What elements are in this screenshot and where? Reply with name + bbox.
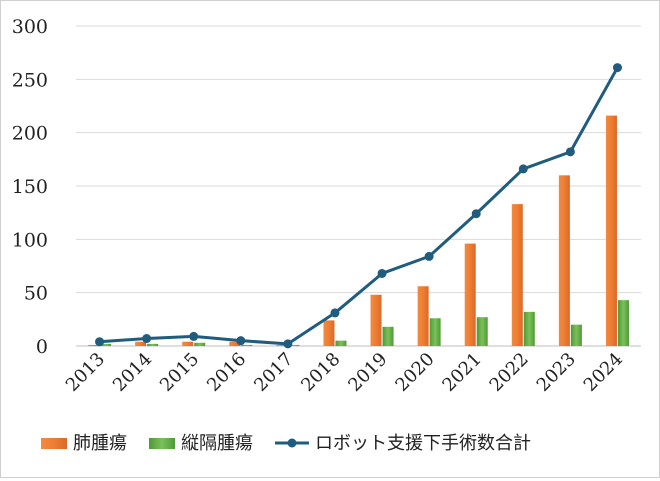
- legend-label: ロボット支援下手術数合計: [315, 433, 531, 454]
- bar-mediastinal-tumor: [523, 311, 535, 346]
- legend-label: 肺腫瘍: [73, 433, 127, 454]
- bar-mediastinal-tumor: [241, 344, 253, 346]
- bar-mediastinal-tumor: [429, 318, 441, 346]
- total-point: [612, 63, 622, 73]
- x-tick-label: 2023: [533, 349, 580, 396]
- legend: 肺腫瘍 縦隔腫瘍 ロボット支援下手術数合計: [41, 433, 531, 454]
- total-point: [236, 336, 246, 346]
- bar-lung-tumor: [88, 344, 100, 346]
- total-point: [189, 331, 199, 341]
- legend-swatch: [41, 438, 67, 449]
- x-tick-label: 2015: [156, 349, 203, 396]
- x-tick-label: 2024: [580, 349, 627, 396]
- bar-mediastinal-tumor: [288, 344, 300, 346]
- bar-lung-tumor: [323, 320, 335, 346]
- total-point: [565, 147, 575, 157]
- total-point: [95, 337, 105, 347]
- line-series: [95, 63, 622, 349]
- total-line: [99, 66, 619, 346]
- y-tick-label: 50: [24, 283, 48, 305]
- y-tick-label: 100: [12, 229, 48, 251]
- x-tick-label: 2020: [391, 349, 438, 396]
- y-tick-label: 0: [36, 336, 48, 358]
- total-point: [330, 308, 340, 318]
- x-tick-label: 2018: [297, 349, 344, 396]
- y-tick-label: 200: [12, 123, 48, 145]
- x-tick-label: 2014: [109, 349, 156, 396]
- bar-mediastinal-tumor: [617, 300, 629, 346]
- x-tick-label: 2016: [203, 349, 250, 396]
- bar-lung-tumor: [511, 204, 523, 346]
- total-point: [377, 268, 387, 278]
- legend-marker: [287, 438, 297, 448]
- x-tick-label: 2019: [344, 349, 391, 396]
- bar-lung-tumor: [182, 341, 194, 346]
- bar-mediastinal-tumor: [382, 326, 394, 346]
- bar-lung-tumor: [417, 286, 429, 346]
- total-point: [424, 251, 434, 261]
- bar-lung-tumor: [276, 344, 288, 346]
- x-tick-label: 2021: [439, 349, 486, 396]
- legend-label: 縦隔腫瘍: [181, 433, 253, 454]
- y-tick-label: 250: [12, 69, 48, 91]
- x-axis: 2013 2014 2015 2016 2017 2018 2019 2020 2021 2022…: [62, 349, 627, 396]
- bar-mediastinal-tumor: [570, 324, 582, 346]
- y-axis: 0 50 100 150 200 250 300: [12, 16, 48, 358]
- x-tick-label: 2017: [250, 349, 297, 396]
- total-point: [471, 209, 481, 219]
- bar-mediastinal-tumor: [194, 342, 206, 346]
- x-tick-label: 2013: [62, 349, 109, 396]
- x-tick-label: 2022: [486, 349, 533, 396]
- bar-lung-tumor: [229, 341, 241, 346]
- bar-mediastinal-tumor: [476, 317, 488, 346]
- legend-swatch: [149, 438, 175, 449]
- y-tick-label: 150: [12, 176, 48, 198]
- bar-mediastinal-tumor: [335, 340, 347, 346]
- bars: [88, 115, 629, 346]
- bar-lung-tumor: [464, 243, 476, 346]
- bar-lung-tumor: [370, 294, 382, 346]
- bar-lung-tumor: [135, 341, 147, 346]
- gridlines: [76, 25, 641, 347]
- total-point: [142, 334, 152, 344]
- bar-mediastinal-tumor: [147, 343, 159, 346]
- y-tick-label: 300: [12, 16, 48, 38]
- bar-mediastinal-tumor: [100, 343, 112, 346]
- total-point: [518, 164, 528, 174]
- bar-lung-tumor: [558, 175, 570, 346]
- bar-lung-tumor: [605, 115, 617, 346]
- total-point: [283, 339, 293, 349]
